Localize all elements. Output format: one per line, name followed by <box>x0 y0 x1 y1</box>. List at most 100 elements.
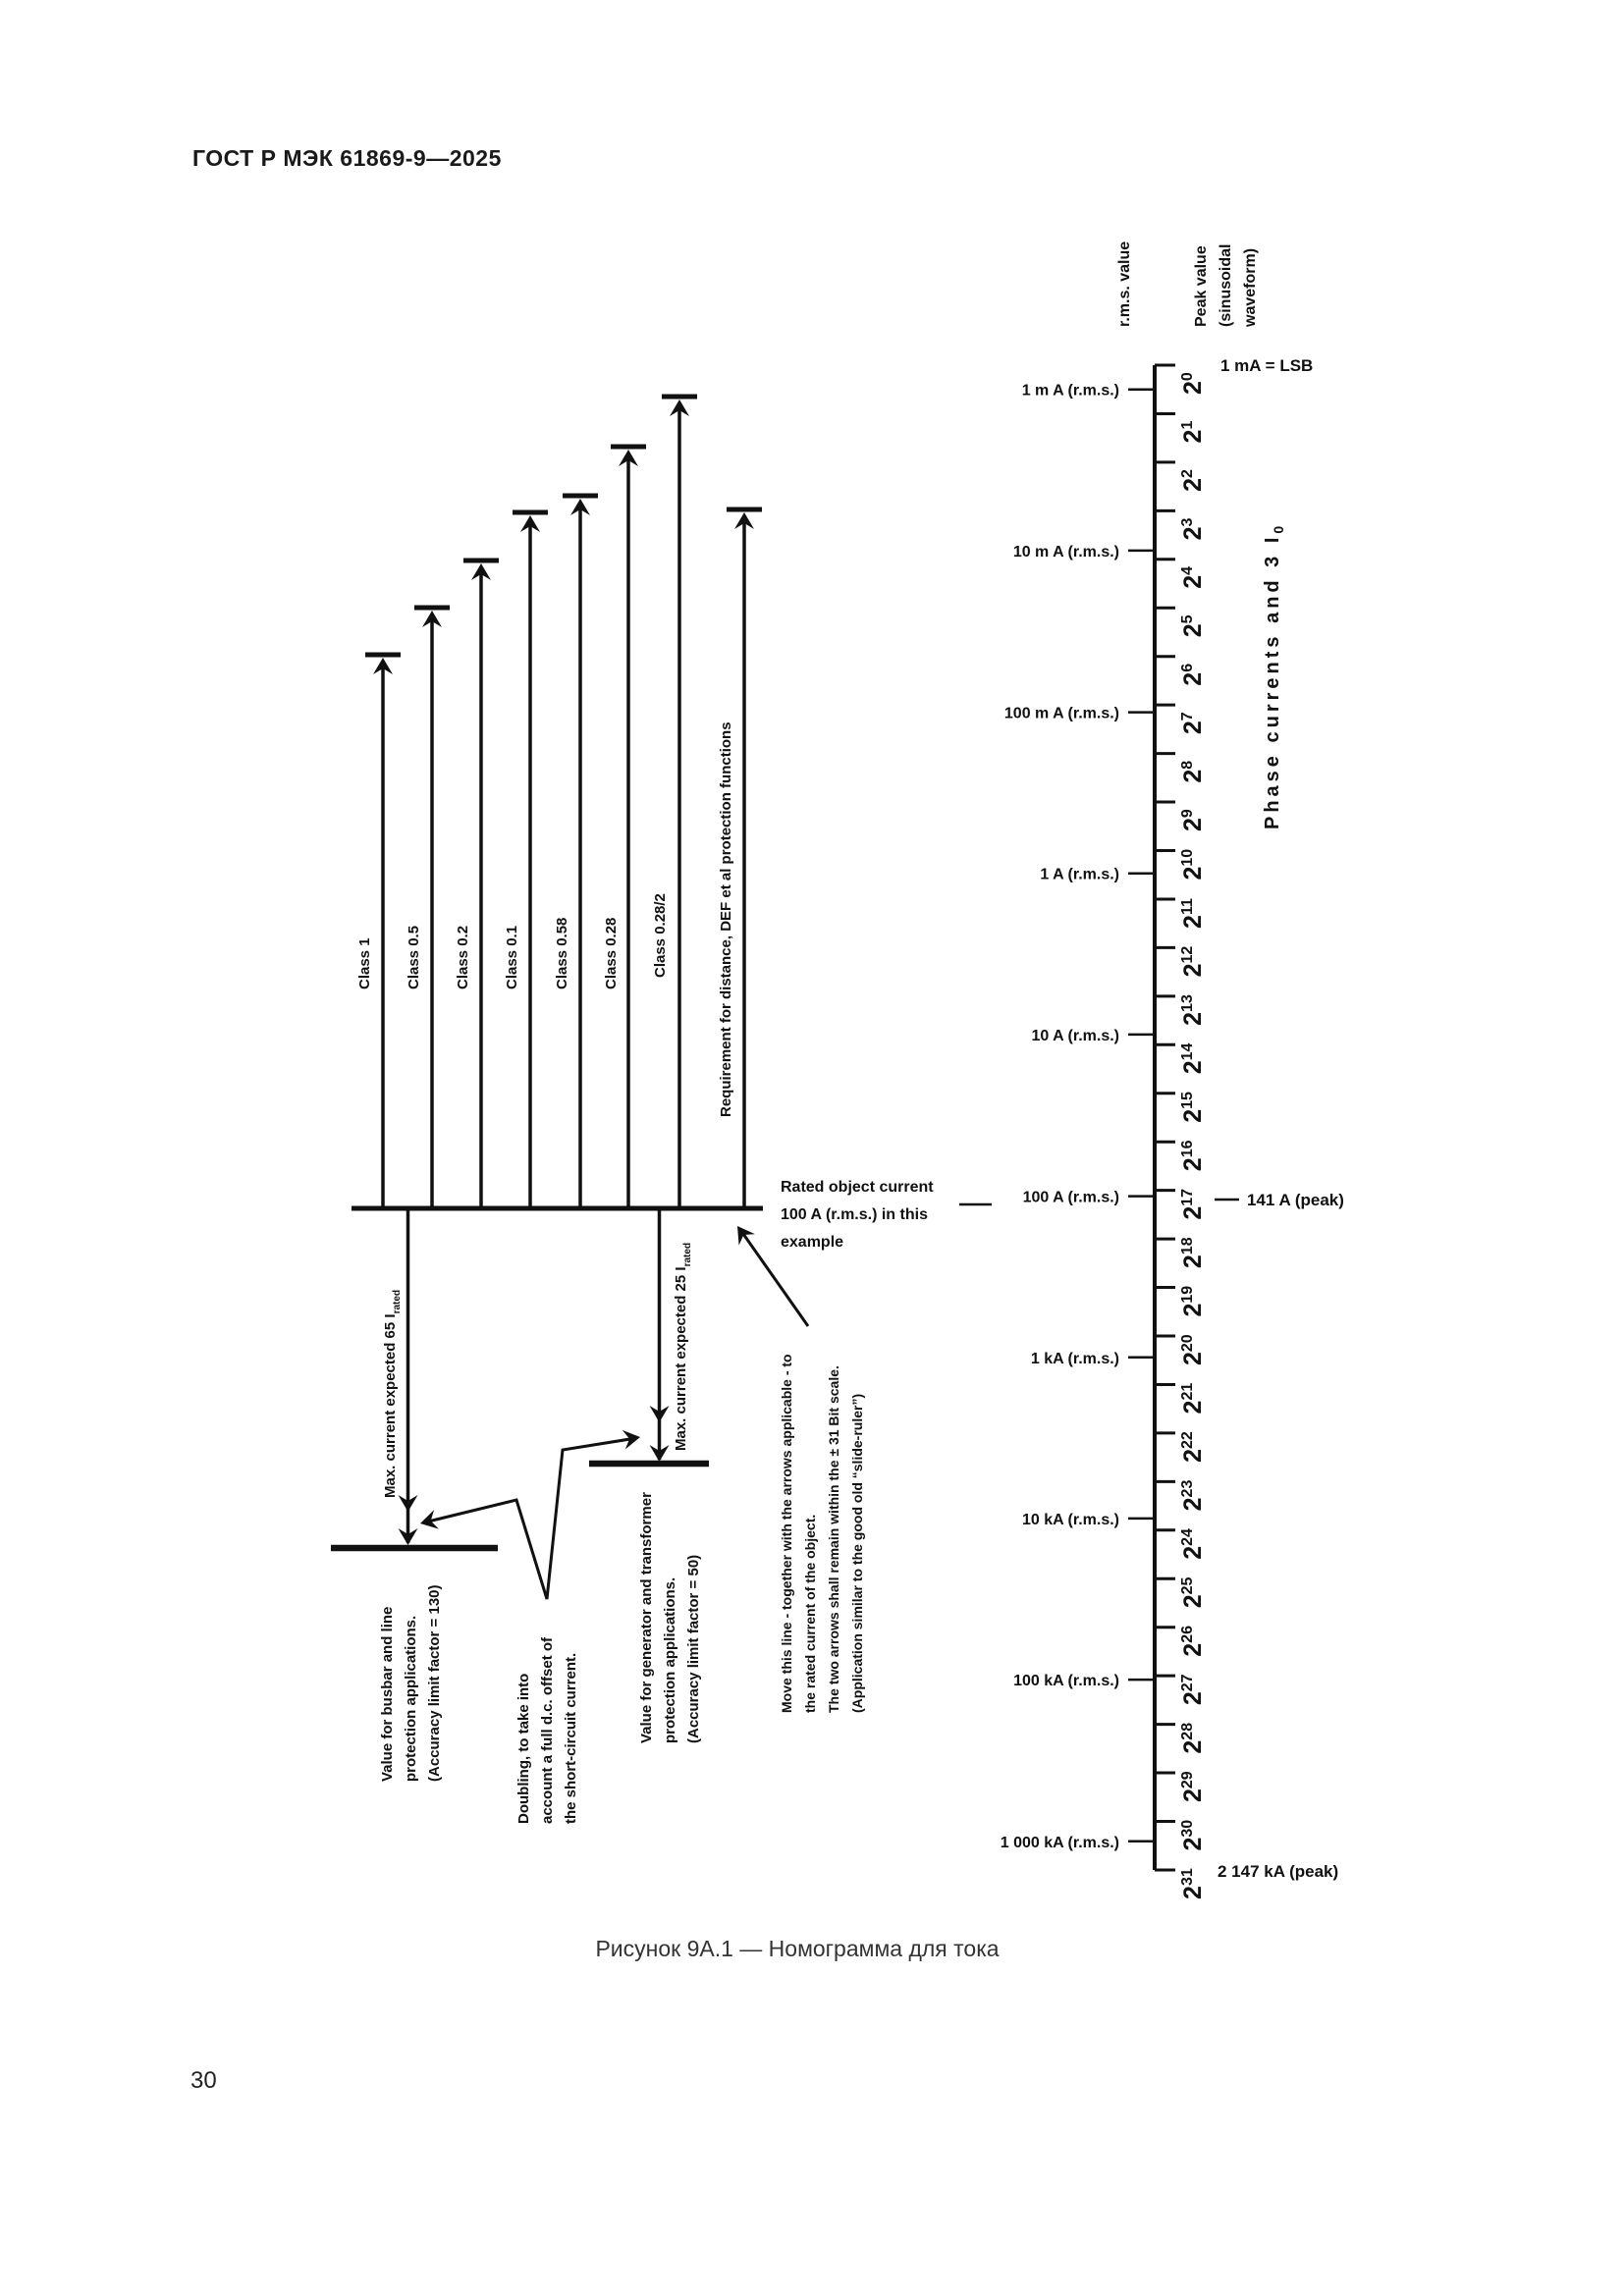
power-label: 226 <box>1179 1626 1207 1657</box>
power-label: 223 <box>1179 1480 1207 1512</box>
class-arrow-label: Class 0.5 <box>406 926 422 989</box>
class-arrow-label: Class 0.28 <box>603 918 620 989</box>
rms-tick-label: 100 m A (r.m.s.) <box>1004 706 1119 722</box>
rated-note-line1: Rated object current <box>781 1179 934 1196</box>
power-label: 28 <box>1179 761 1207 783</box>
class-arrow: Class 0.28 <box>603 444 646 1208</box>
up-left-arrowhead-icon <box>737 1226 755 1246</box>
power-label: 20 <box>1179 372 1207 395</box>
power-label: 23 <box>1179 517 1207 540</box>
phase-currents-axis-label: Phase currents and 3 I0 <box>1262 526 1286 829</box>
peak-value-title-line3: waveform) <box>1242 248 1259 328</box>
rms-tick-label: 1 m A (r.m.s.) <box>1022 383 1119 400</box>
max-current-25-group: Max. current expected 25 Irated <box>589 1208 709 1468</box>
class-arrow-label: Class 0.2 <box>455 926 471 989</box>
page-number: 30 <box>190 2067 217 2094</box>
class-arrow: Class 0.5 <box>406 605 450 1208</box>
power-label: 222 <box>1179 1431 1207 1463</box>
power-label: 224 <box>1179 1528 1207 1560</box>
peak-value-title-line2: (sinusoidal <box>1218 244 1234 327</box>
class-arrow: Class 0.1 <box>504 509 548 1208</box>
power-label: 215 <box>1179 1092 1207 1123</box>
up-arrowhead-icon <box>670 400 689 416</box>
move-line-pointer-group <box>737 1226 810 1327</box>
max-current-65-label: Max. current expected 65 Irated <box>382 1290 403 1498</box>
power-label: 225 <box>1179 1576 1207 1608</box>
note-busbar-line2: protection applications. <box>403 1616 419 1782</box>
up-arrowhead-icon <box>520 515 540 532</box>
peak-value-title-line1: Peak value <box>1193 245 1210 327</box>
down-arrowhead-icon <box>649 1406 670 1422</box>
page-header: ГОСТ Р МЭК 61869-9—2025 <box>192 145 502 171</box>
max-current-65-group: Max. current expected 65 Irated <box>331 1208 498 1552</box>
rms-tick-label: 10 m A (r.m.s.) <box>1013 544 1119 561</box>
rated-note-line3: example <box>781 1234 843 1251</box>
power-label: 228 <box>1179 1723 1207 1754</box>
note-generator-line3: (Accuracy limit factor = 50) <box>685 1555 702 1743</box>
power-label: 227 <box>1179 1674 1207 1705</box>
power-label: 221 <box>1179 1383 1207 1415</box>
power-label: 21 <box>1179 421 1207 444</box>
note-move-line1: Move this line - together with the arrow… <box>779 1354 794 1713</box>
note-doubling-line2: account a full d.c. offset of <box>539 1636 556 1824</box>
class-arrow: Class 0.28/2 <box>652 394 697 1208</box>
note-move-line4: (Application similar to the good old “sl… <box>849 1394 865 1713</box>
rms-tick-label: 100 A (r.m.s.) <box>1023 1190 1119 1206</box>
power-label: 229 <box>1179 1771 1207 1802</box>
up-arrowhead-icon <box>422 611 442 627</box>
power-label: 230 <box>1179 1820 1207 1851</box>
power-label: 213 <box>1179 994 1207 1026</box>
power-ticks-group: 20 21 22 23 24 25 26 27 28 29 210 211 212 213 214 215 21… <box>1155 363 1207 1899</box>
class-arrow-label: Requirement for distance, DEF et al prot… <box>718 721 734 1117</box>
note-generator-line2: protection applications. <box>662 1577 678 1743</box>
up-arrowhead-icon <box>373 658 393 674</box>
move-line-pointer <box>741 1233 810 1327</box>
note-generator-line1: Value for generator and transformer <box>638 1492 655 1743</box>
down-arrowhead-icon <box>398 1528 418 1545</box>
rms-tick-label: 1 000 kA (r.m.s.) <box>1001 1835 1119 1851</box>
class-arrow: Requirement for distance, DEF et al prot… <box>718 507 762 1208</box>
class-arrow-label: Class 0.1 <box>504 926 520 989</box>
class-arrows-group: Class 1 Class 0.5 Class 0.2 Class 0.1 Class … <box>356 394 762 1208</box>
doubling-callout-group <box>420 1429 640 1600</box>
note-doubling-line1: Doubling, to take into <box>515 1674 532 1824</box>
power-label: 217 <box>1179 1189 1207 1220</box>
power-label: 220 <box>1179 1334 1207 1365</box>
class-arrow: Class 1 <box>356 652 401 1208</box>
power-label: 22 <box>1179 469 1207 492</box>
power-label: 219 <box>1179 1286 1207 1317</box>
rms-tick-label: 100 kA (r.m.s.) <box>1013 1673 1119 1689</box>
scale-axis: r.m.s. value Peak value (sinusoidal wave… <box>1001 241 1344 1899</box>
note-move-line3: The two arrows shall remain within the ±… <box>826 1365 841 1713</box>
up-arrowhead-icon <box>734 512 754 529</box>
power-label: 29 <box>1179 809 1207 831</box>
rms-tick-label: 10 A (r.m.s.) <box>1031 1028 1119 1044</box>
class-arrow: Class 0.58 <box>554 493 598 1208</box>
note-blocks-group: Value for busbar and line protection appl… <box>379 1354 865 1824</box>
right-arrowhead-icon <box>622 1429 640 1450</box>
power-label: 211 <box>1179 898 1207 929</box>
down-arrowhead-icon <box>649 1445 670 1462</box>
up-arrowhead-icon <box>471 563 491 580</box>
max-current-25-label: Max. current expected 25 Irated <box>673 1243 693 1451</box>
class-arrow-label: Class 1 <box>356 937 373 989</box>
peak-2147-label: 2 147 kA (peak) <box>1218 1862 1338 1881</box>
left-arrowhead-icon <box>420 1510 439 1529</box>
power-label: 210 <box>1179 849 1207 881</box>
power-label: 26 <box>1179 664 1207 686</box>
note-move-line2: the rated current of the object. <box>802 1515 818 1713</box>
rms-tick-label: 1 A (r.m.s.) <box>1040 867 1119 883</box>
up-arrowhead-icon <box>619 450 638 466</box>
power-label: 24 <box>1179 566 1207 589</box>
rms-value-title: r.m.s. value <box>1116 241 1133 327</box>
class-arrow-label: Class 0.58 <box>554 918 570 989</box>
up-arrowhead-icon <box>570 499 590 515</box>
rms-ticks-group: 1 m A (r.m.s.) 10 m A (r.m.s.) 100 m A (r.… <box>1001 383 1155 1851</box>
class-arrow-label: Class 0.28/2 <box>652 893 669 978</box>
power-label: 27 <box>1179 712 1207 734</box>
power-label: 216 <box>1179 1140 1207 1171</box>
note-busbar-line1: Value for busbar and line <box>379 1607 396 1782</box>
power-label: 218 <box>1179 1237 1207 1268</box>
rms-tick-label: 1 kA (r.m.s.) <box>1031 1351 1119 1367</box>
